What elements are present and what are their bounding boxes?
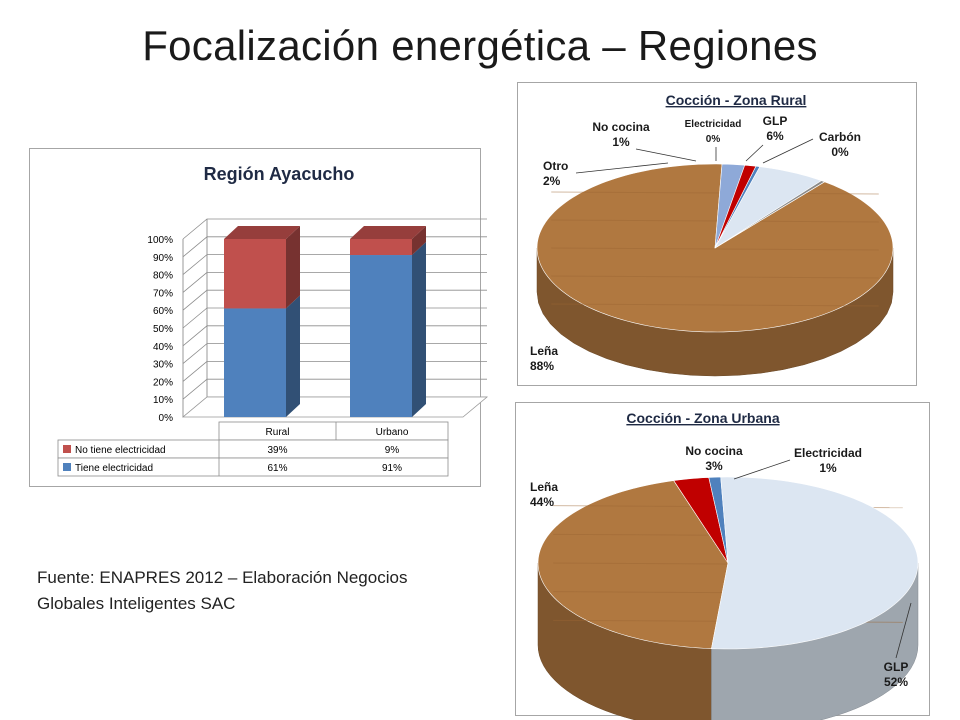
- data-label: 91%: [382, 463, 402, 474]
- legend-key: [63, 463, 71, 471]
- data-label: 1%: [612, 135, 630, 149]
- y-tick-label: 80%: [153, 271, 173, 282]
- y-tick-label: 30%: [153, 360, 173, 371]
- data-label: 0%: [831, 145, 849, 159]
- data-label: 52%: [884, 675, 908, 689]
- x-tick-label: Rural: [266, 427, 290, 438]
- legend-key: [63, 445, 71, 453]
- pie-urban-title: Cocción - Zona Urbana: [626, 410, 779, 426]
- data-label: 1%: [819, 461, 837, 475]
- bar-segment-rural-no-tiene: [224, 226, 300, 308]
- data-label: Leña: [530, 480, 558, 494]
- legend-label: Tiene electricidad: [75, 463, 153, 474]
- data-label: 2%: [543, 174, 561, 188]
- bar-chart-title: Región Ayacucho: [204, 164, 355, 184]
- bar-face: [224, 308, 286, 417]
- source-line-1: Fuente: ENAPRES 2012 – Elaboración Negoc…: [37, 565, 517, 591]
- x-tick-label: Urbano: [376, 427, 409, 438]
- data-label: 6%: [766, 129, 784, 143]
- data-table: Rural Urbano No tiene electricidad 39% 9% Tie…: [58, 422, 448, 476]
- bar-side: [412, 242, 426, 417]
- leader-line: [636, 149, 696, 161]
- source-note: Fuente: ENAPRES 2012 – Elaboración Negoc…: [37, 565, 517, 617]
- bar-side: [286, 226, 300, 308]
- pie-rural-title: Cocción - Zona Rural: [666, 92, 807, 108]
- legend-label: No tiene electricidad: [75, 445, 166, 456]
- data-label: 0%: [706, 134, 721, 145]
- leader-line: [746, 145, 763, 161]
- data-label: No cocina: [685, 444, 743, 458]
- data-label: 9%: [385, 445, 400, 456]
- table-header-row: [219, 422, 448, 440]
- bar-chart-ayacucho: Región Ayacucho 0% 10% 20% 30% 40% 50% 60% 70% 80…: [29, 148, 481, 487]
- data-label: 39%: [267, 445, 287, 456]
- bar-segment-urbano-tiene: [350, 242, 426, 417]
- data-label: Otro: [543, 159, 568, 173]
- y-tick-label: 60%: [153, 306, 173, 317]
- data-label: Electricidad: [794, 446, 862, 460]
- leader-line: [734, 460, 790, 479]
- data-label: 44%: [530, 495, 554, 509]
- y-tick-label: 10%: [153, 395, 173, 406]
- y-tick-label: 50%: [153, 324, 173, 335]
- y-tick-label: 0%: [159, 413, 174, 424]
- bar-face: [350, 255, 412, 417]
- data-label: Electricidad: [685, 119, 742, 130]
- pie-rural-label-electricidad: Electricidad 0%: [685, 119, 742, 145]
- pie-chart-rural: Cocción - Zona Rural Leña 88% Otro 2% No coci…: [517, 82, 917, 386]
- data-label: GLP: [763, 114, 788, 128]
- y-tick-label: 40%: [153, 342, 173, 353]
- data-label: 88%: [530, 359, 554, 373]
- pie-chart-urban: Cocción - Zona Urbana Leña 44% No cocina 3% E…: [515, 402, 930, 716]
- slide-title: Focalización energética – Regiones: [0, 22, 960, 70]
- bar-segment-rural-tiene: [224, 295, 300, 417]
- y-tick-label: 70%: [153, 288, 173, 299]
- data-label: GLP: [884, 660, 909, 674]
- data-label: 3%: [705, 459, 723, 473]
- bar-side: [286, 295, 300, 417]
- data-label: 61%: [267, 463, 287, 474]
- source-line-2: Globales Inteligentes SAC: [37, 591, 517, 617]
- data-label: No cocina: [592, 120, 650, 134]
- bar-chart-canvas: Región Ayacucho 0% 10% 20% 30% 40% 50% 60% 70% 80…: [30, 149, 480, 486]
- bar-face: [350, 239, 412, 255]
- bar-segment-urbano-no-tiene: [350, 226, 426, 255]
- y-tick-label: 20%: [153, 377, 173, 388]
- y-tick-label: 100%: [147, 235, 173, 246]
- data-label: Leña: [530, 344, 558, 358]
- bar-face: [224, 239, 286, 308]
- y-tick-label: 90%: [153, 253, 173, 264]
- data-label: Carbón: [819, 130, 861, 144]
